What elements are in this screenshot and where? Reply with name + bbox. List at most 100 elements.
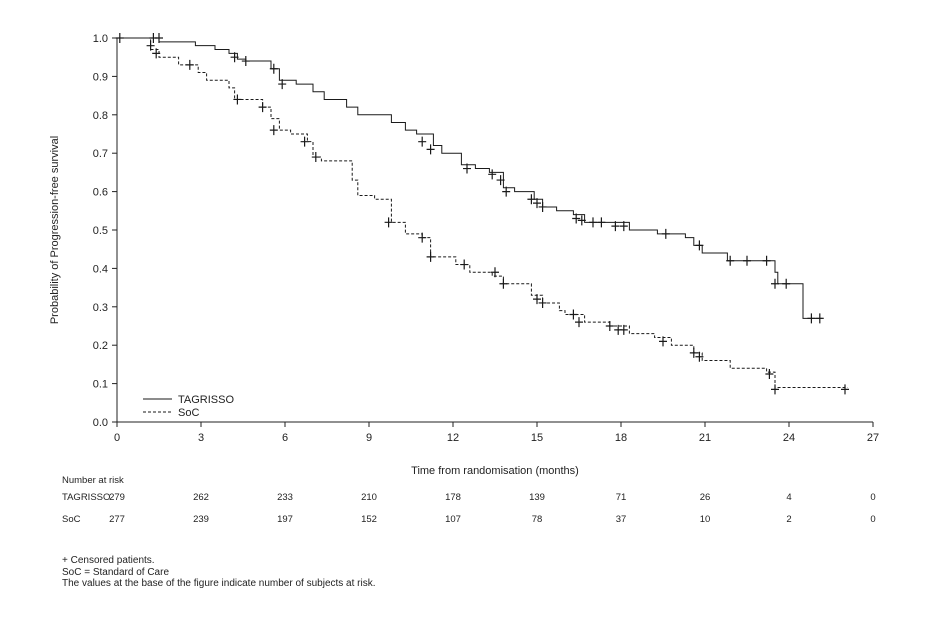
censor-mark-tagrisso <box>782 278 791 289</box>
at-risk-value: 139 <box>529 492 545 503</box>
censor-mark-tagrisso <box>771 278 779 289</box>
censor-mark-tagrisso <box>155 33 163 43</box>
x-tick-label: 21 <box>699 432 711 444</box>
x-tick-label: 9 <box>366 432 372 444</box>
legend-label-tagrisso: TAGRISSO <box>178 394 234 406</box>
y-tick-label: 0.0 <box>93 417 108 429</box>
at-risk-row-label: TAGRISSO <box>62 492 110 503</box>
at-risk-value: 262 <box>193 492 209 503</box>
at-risk-header: Number at risk <box>62 475 124 486</box>
censor-mark-tagrisso <box>230 52 239 63</box>
censor-mark-tagrisso <box>815 313 824 324</box>
at-risk-value: 0 <box>870 514 875 525</box>
censor-mark-tagrisso <box>589 217 597 228</box>
x-tick-label: 12 <box>447 432 459 444</box>
censor-mark-tagrisso <box>743 255 751 266</box>
censor-mark-soc <box>499 278 508 289</box>
censor-mark-soc <box>575 317 583 328</box>
censor-mark-soc <box>659 336 667 347</box>
censor-mark-tagrisso <box>611 221 620 232</box>
x-tick-label: 18 <box>615 432 627 444</box>
censor-mark-tagrisso <box>597 217 606 228</box>
at-risk-value: 37 <box>616 514 627 525</box>
censor-mark-soc <box>300 136 309 147</box>
censor-mark-soc <box>185 59 194 70</box>
censor-mark-tagrisso <box>807 313 816 324</box>
censor-mark-tagrisso <box>269 63 278 74</box>
censor-mark-tagrisso <box>695 240 704 251</box>
series-line-soc <box>117 37 848 388</box>
censor-mark-soc <box>152 48 161 59</box>
at-risk-value: 26 <box>700 492 711 503</box>
censor-mark-tagrisso <box>661 228 670 239</box>
at-risk-value: 10 <box>700 514 711 525</box>
at-risk-value: 2 <box>786 514 791 525</box>
at-risk-value: 239 <box>193 514 209 525</box>
censor-mark-soc <box>269 125 278 136</box>
y-tick-label: 0.9 <box>93 71 108 83</box>
at-risk-value: 71 <box>616 492 627 503</box>
y-tick-label: 0.3 <box>93 302 108 314</box>
y-tick-label: 0.1 <box>93 379 108 391</box>
censor-mark-soc <box>569 309 578 320</box>
censor-mark-soc <box>311 152 320 163</box>
x-tick-label: 24 <box>783 432 795 444</box>
footnote-at-risk: The values at the base of the figure ind… <box>62 578 376 589</box>
censor-mark-tagrisso <box>426 144 435 155</box>
at-risk-value: 78 <box>532 514 543 525</box>
at-risk-value: 233 <box>277 492 293 503</box>
censor-mark-soc <box>841 384 849 395</box>
at-risk-value: 277 <box>109 514 125 525</box>
at-risk-value: 178 <box>445 492 461 503</box>
x-axis-title: Time from randomisation (months) <box>411 465 579 477</box>
footnote-soc: SoC = Standard of Care <box>62 566 170 578</box>
censor-mark-tagrisso <box>577 215 586 226</box>
series-line-tagrisso <box>117 37 823 319</box>
censor-mark-soc <box>533 294 541 305</box>
censor-mark-tagrisso <box>488 169 497 180</box>
censor-mark-soc <box>426 251 435 262</box>
x-tick-label: 27 <box>867 432 879 444</box>
x-tick-label: 6 <box>282 432 288 444</box>
censor-mark-tagrisso <box>502 186 511 197</box>
x-tick-label: 3 <box>198 432 204 444</box>
legend-label-soc: SoC <box>178 407 199 419</box>
footnote-censored: + Censored patients. <box>62 555 155 566</box>
at-risk-row-label: SoC <box>62 514 81 525</box>
y-tick-label: 0.2 <box>93 340 108 352</box>
x-tick-label: 15 <box>531 432 543 444</box>
at-risk-value: 107 <box>445 514 461 525</box>
y-tick-label: 0.7 <box>93 148 108 160</box>
censor-mark-soc <box>384 217 393 228</box>
footnotes: + Censored patients. SoC = Standard of C… <box>62 555 376 590</box>
y-tick-label: 0.4 <box>93 263 108 275</box>
at-risk-value: 197 <box>277 514 293 525</box>
censor-mark-soc <box>418 232 427 243</box>
censor-mark-tagrisso <box>527 194 536 205</box>
at-risk-value: 279 <box>109 492 125 503</box>
y-tick-label: 0.8 <box>93 110 108 122</box>
at-risk-value: 210 <box>361 492 377 503</box>
censor-mark-soc <box>146 40 155 51</box>
censor-mark-soc <box>538 297 547 308</box>
at-risk-value: 4 <box>786 492 791 503</box>
censor-mark-tagrisso <box>572 213 581 224</box>
censor-mark-soc <box>771 384 779 395</box>
censor-mark-tagrisso <box>619 221 628 232</box>
km-chart: 0.0 0.1 0.2 0.3 0.4 0.5 0.6 0.7 0.8 0.9 1.0 0 3 6 9 12 1… <box>49 33 879 525</box>
censor-mark-tagrisso <box>533 198 541 209</box>
censor-mark-soc <box>258 102 267 113</box>
censor-mark-soc <box>619 324 628 335</box>
censor-mark-tagrisso <box>538 201 547 212</box>
censor-mark-tagrisso <box>241 56 250 67</box>
censor-mark-tagrisso <box>726 255 735 266</box>
censor-mark-tagrisso <box>418 136 427 147</box>
at-risk-value: 0 <box>870 492 875 503</box>
censor-mark-tagrisso <box>278 79 287 90</box>
censor-mark-soc <box>491 267 499 278</box>
censor-mark-soc <box>460 259 469 270</box>
censor-mark-soc <box>695 351 704 362</box>
y-tick-label: 0.6 <box>93 187 108 199</box>
y-tick-label: 0.5 <box>93 225 108 237</box>
censor-mark-tagrisso <box>762 255 771 266</box>
